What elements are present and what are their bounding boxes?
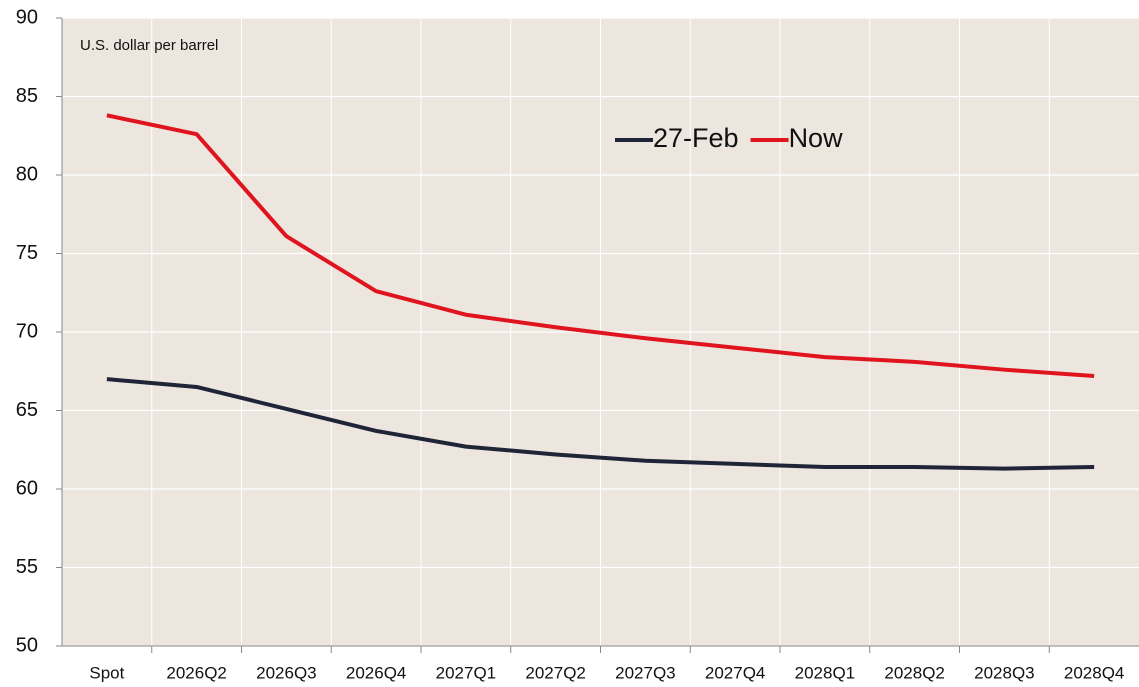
x-tick-label: 2028Q1 <box>795 663 856 682</box>
y-tick-label: 90 <box>16 6 38 28</box>
series-line <box>106 113 1095 378</box>
y-tick-label: 75 <box>16 242 38 264</box>
y-tick-label: 65 <box>16 399 38 421</box>
y-tick-label: 60 <box>16 477 38 499</box>
x-tick-label: 2027Q1 <box>436 663 497 682</box>
unit-annotation: U.S. dollar per barrel <box>80 37 218 54</box>
x-tick-label: 2028Q2 <box>884 663 945 682</box>
x-tick-label: 2028Q4 <box>1064 663 1125 682</box>
x-tick-label: 2027Q3 <box>615 663 676 682</box>
y-tick-label: 70 <box>16 320 38 342</box>
y-tick-label: 80 <box>16 163 38 185</box>
y-tick-label: 50 <box>16 634 38 656</box>
x-tick-label: 2028Q3 <box>974 663 1035 682</box>
x-tick-label: 2026Q3 <box>256 663 317 682</box>
x-tick-label: 2026Q4 <box>346 663 407 682</box>
x-tick-label: 2027Q4 <box>705 663 766 682</box>
x-tick-label: 2026Q2 <box>166 663 227 682</box>
y-tick-label: 85 <box>16 85 38 107</box>
y-tick-label: 55 <box>16 556 38 578</box>
legend-label: Now <box>789 123 844 153</box>
x-tick-label: Spot <box>89 663 124 682</box>
series-line <box>106 377 1095 471</box>
x-tick-label: 2027Q2 <box>525 663 586 682</box>
legend-label: 27-Feb <box>653 123 739 153</box>
